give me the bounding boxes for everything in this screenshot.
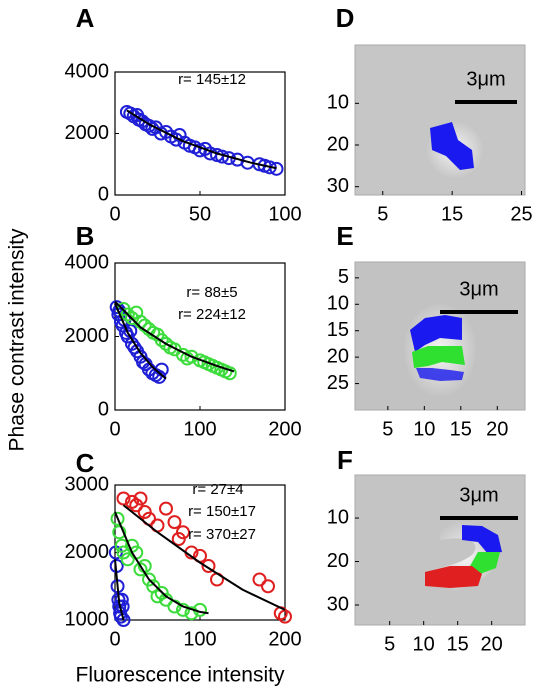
data-point bbox=[176, 525, 190, 540]
y-tick-label: 0 bbox=[98, 398, 109, 420]
x-tick-label: 100 bbox=[183, 628, 216, 650]
axes-frame bbox=[114, 484, 286, 621]
data-point bbox=[159, 501, 173, 516]
y-tick-label: 10 bbox=[327, 293, 349, 315]
y-tick-label: 1000 bbox=[65, 608, 110, 630]
y-tick-label: 0 bbox=[98, 183, 109, 205]
fit-annotation: r= 145±12 bbox=[178, 71, 246, 88]
y-tick-label: 4000 bbox=[65, 251, 110, 273]
image-d bbox=[354, 44, 526, 196]
y-tick-label: 30 bbox=[327, 593, 349, 615]
x-tick-label: 15 bbox=[450, 418, 472, 440]
data-point bbox=[120, 552, 135, 567]
data-point bbox=[150, 589, 165, 604]
y-tick-label: 20 bbox=[327, 550, 349, 572]
x-tick-label: 25 bbox=[510, 203, 532, 225]
y-tick-label: 2000 bbox=[65, 541, 110, 563]
data-point bbox=[114, 592, 129, 607]
x-tick-label: 15 bbox=[441, 203, 463, 225]
scale-bar-label: 3μm bbox=[459, 484, 498, 506]
scale-bar-label: 3μm bbox=[459, 278, 498, 300]
x-tick-label: 100 bbox=[183, 418, 216, 440]
x-tick-label: 20 bbox=[486, 418, 508, 440]
y-tick-label: 25 bbox=[327, 372, 349, 394]
panel-label: E bbox=[336, 221, 353, 251]
x-tick-label: 5 bbox=[377, 203, 388, 225]
data-point bbox=[115, 599, 130, 614]
y-axis-label: Phase contrast intensity bbox=[6, 228, 29, 451]
image-f bbox=[354, 474, 526, 626]
y-tick-label: 10 bbox=[327, 92, 349, 114]
data-point bbox=[120, 307, 135, 322]
y-tick-label: 30 bbox=[327, 175, 349, 197]
x-tick-label: 200 bbox=[268, 418, 301, 440]
data-point bbox=[176, 602, 190, 617]
data-point bbox=[133, 562, 148, 577]
fit-annotation: r= 150±17 bbox=[188, 503, 256, 520]
panel-label: D bbox=[336, 3, 355, 33]
scale-bar-label: 3μm bbox=[466, 68, 505, 90]
x-tick-label: 200 bbox=[268, 628, 301, 650]
fit-annotation: r= 27±4 bbox=[192, 481, 243, 498]
image-e bbox=[354, 261, 526, 411]
x-tick-label: 5 bbox=[384, 633, 395, 655]
y-tick-label: 15 bbox=[327, 319, 349, 341]
data-point bbox=[112, 525, 127, 540]
y-tick-label: 2000 bbox=[65, 325, 110, 347]
y-tick-label: 20 bbox=[327, 345, 349, 367]
x-tick-label: 0 bbox=[109, 628, 120, 650]
x-tick-label: 5 bbox=[382, 418, 393, 440]
data-point bbox=[252, 572, 267, 587]
x-tick-label: 100 bbox=[268, 203, 301, 225]
fit-annotation: r= 224±12 bbox=[178, 306, 246, 323]
y-tick-label: 10 bbox=[327, 506, 349, 528]
y-tick-label: 3000 bbox=[65, 473, 110, 495]
fit-line bbox=[114, 559, 125, 621]
y-tick-label: 2000 bbox=[65, 122, 110, 144]
data-point bbox=[133, 491, 148, 506]
fit-annotation: r= 370±27 bbox=[188, 526, 256, 543]
data-point bbox=[261, 579, 275, 594]
data-point bbox=[269, 161, 284, 176]
x-tick-label: 0 bbox=[109, 418, 120, 440]
y-tick-label: 5 bbox=[338, 266, 349, 288]
panel-label: C bbox=[76, 448, 95, 478]
fit-annotation: r= 88±5 bbox=[186, 284, 237, 301]
axes-frame bbox=[114, 71, 286, 196]
panel-label: A bbox=[76, 3, 95, 33]
data-point bbox=[154, 333, 169, 348]
fit-line bbox=[114, 303, 167, 380]
data-point bbox=[184, 349, 199, 364]
data-point bbox=[110, 511, 125, 526]
x-tick-label: 10 bbox=[413, 418, 435, 440]
data-point bbox=[125, 494, 139, 509]
x-tick-label: 0 bbox=[109, 203, 120, 225]
fit-line bbox=[126, 109, 277, 170]
fit-line bbox=[122, 504, 286, 611]
x-tick-label: 50 bbox=[189, 203, 211, 225]
data-point bbox=[201, 559, 216, 573]
fit-line bbox=[114, 300, 235, 373]
x-tick-label: 20 bbox=[481, 633, 503, 655]
x-tick-label: 10 bbox=[413, 633, 435, 655]
y-tick-label: 20 bbox=[327, 133, 349, 155]
data-point bbox=[278, 609, 292, 624]
data-point bbox=[222, 366, 237, 381]
panel-label: F bbox=[337, 445, 353, 475]
data-point bbox=[116, 491, 131, 506]
data-point bbox=[116, 613, 131, 627]
data-point bbox=[184, 606, 199, 621]
axes-frame bbox=[114, 262, 286, 411]
data-point bbox=[167, 515, 182, 530]
x-tick-label: 15 bbox=[447, 633, 469, 655]
data-point bbox=[114, 538, 129, 553]
x-axis-label: Fluorescence intensity bbox=[76, 664, 285, 687]
panel-label: B bbox=[76, 221, 95, 251]
y-tick-label: 4000 bbox=[65, 60, 110, 82]
fit-line bbox=[114, 511, 209, 615]
data-point bbox=[142, 118, 156, 133]
